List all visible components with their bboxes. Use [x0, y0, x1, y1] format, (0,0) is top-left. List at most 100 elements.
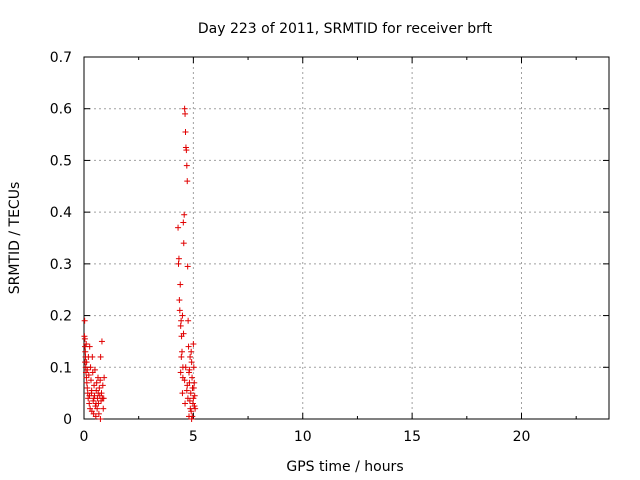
data-point — [179, 312, 186, 319]
y-axis-label: SRMTID / TECUs — [7, 182, 23, 295]
x-tick-label: 5 — [189, 429, 198, 445]
data-point — [178, 317, 185, 324]
data-point — [179, 390, 186, 397]
data-point — [86, 392, 93, 399]
data-point — [81, 317, 88, 324]
data-point — [82, 369, 89, 376]
data-point — [86, 343, 93, 350]
data-point — [191, 379, 198, 386]
data-point — [97, 353, 104, 360]
data-point — [83, 379, 90, 386]
data-point — [188, 359, 195, 366]
data-point — [176, 307, 183, 314]
data-point — [95, 390, 102, 397]
data-point — [182, 400, 189, 407]
data-point — [183, 147, 190, 154]
data-point — [81, 335, 88, 342]
data-point — [90, 395, 97, 402]
data-point — [91, 382, 98, 389]
x-tick-label: 10 — [294, 429, 312, 445]
data-point — [84, 366, 91, 373]
data-point — [187, 390, 194, 397]
data-point — [177, 281, 184, 288]
data-point — [84, 384, 91, 391]
data-point — [95, 410, 102, 417]
data-point — [179, 374, 186, 381]
y-tick-label: 0.4 — [50, 205, 72, 221]
x-tick-label: 15 — [403, 429, 421, 445]
data-point — [191, 403, 198, 410]
data-point — [100, 405, 107, 412]
data-point — [97, 416, 104, 422]
plot-frame — [83, 56, 610, 420]
data-point — [188, 408, 195, 415]
data-point — [175, 255, 182, 262]
data-point — [82, 348, 89, 355]
y-tick-label: 0.7 — [50, 50, 72, 66]
data-point — [186, 413, 192, 420]
data-point — [175, 224, 182, 231]
data-point — [88, 377, 94, 384]
data-point — [85, 395, 92, 402]
data-point — [180, 219, 187, 226]
data-point — [187, 353, 194, 360]
chart-title: Day 223 of 2011, SRMTID for receiver brf… — [198, 21, 493, 37]
data-point — [189, 374, 196, 381]
data-point — [83, 341, 90, 348]
data-point — [184, 178, 191, 185]
data-point — [175, 260, 182, 267]
data-point — [178, 353, 185, 360]
data-point — [186, 366, 193, 373]
data-point — [183, 162, 190, 169]
x-tick-label: 20 — [513, 429, 531, 445]
data-point — [96, 384, 103, 391]
y-tick-label: 0.1 — [50, 360, 72, 376]
y-tick-label: 0.3 — [50, 257, 72, 273]
data-point — [190, 395, 197, 402]
y-tick-label: 0.6 — [50, 102, 72, 118]
data-point — [192, 405, 199, 412]
data-point — [180, 330, 187, 337]
data-point — [101, 374, 108, 381]
data-point — [92, 413, 99, 420]
data-point — [82, 359, 89, 366]
data-point — [85, 372, 92, 379]
data-point — [93, 400, 100, 407]
data-point — [191, 392, 198, 399]
data-point — [176, 297, 183, 304]
data-point — [98, 338, 105, 345]
data-point — [190, 341, 197, 348]
data-point — [177, 369, 184, 376]
x-axis-label: GPS time / hours — [286, 459, 403, 475]
y-tick-label: 0 — [63, 412, 72, 428]
data-point — [179, 348, 185, 355]
data-point — [93, 379, 100, 386]
data-point — [180, 240, 187, 247]
data-point — [184, 395, 191, 402]
data-point — [185, 343, 192, 350]
data-point — [181, 105, 188, 112]
data-point — [183, 387, 190, 394]
grid-lines — [84, 57, 609, 419]
data-points — [81, 105, 199, 422]
data-point — [188, 416, 195, 422]
data-point — [94, 405, 101, 412]
data-point — [177, 322, 184, 329]
data-point — [182, 364, 189, 371]
data-point — [89, 353, 96, 360]
data-point — [91, 366, 98, 373]
data-point — [188, 348, 195, 355]
data-point — [99, 382, 106, 389]
data-point — [182, 110, 189, 117]
data-point — [91, 392, 98, 399]
data-point — [190, 364, 197, 371]
data-point — [190, 384, 197, 391]
data-point — [184, 263, 191, 270]
data-point — [97, 377, 104, 384]
y-tick-label: 0.2 — [50, 309, 72, 325]
data-point — [185, 317, 192, 324]
axis-ticks: 0 5 10 15 20 0 0.1 0.2 0.3 0.4 0.5 0.6 0.7 — [50, 50, 609, 445]
x-tick-label: 0 — [80, 429, 89, 445]
data-point — [86, 400, 93, 407]
data-point — [184, 382, 191, 389]
